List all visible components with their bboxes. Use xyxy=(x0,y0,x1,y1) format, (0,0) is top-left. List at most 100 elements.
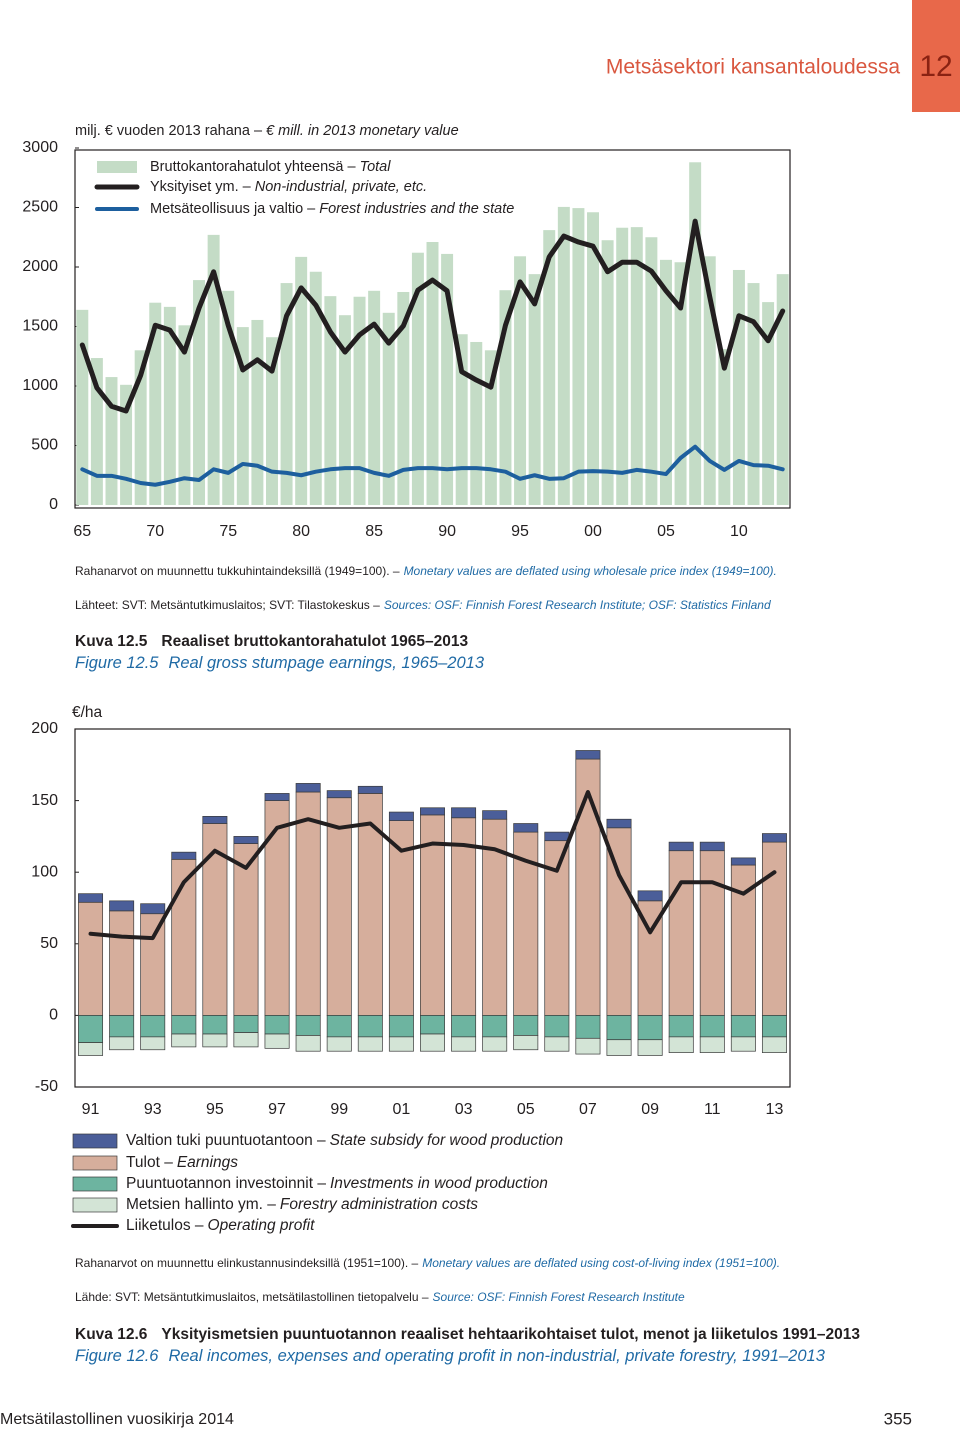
caption-fi: Kuva 12.6 Yksityismetsien puuntuotannon r… xyxy=(75,1326,860,1343)
bar-segment xyxy=(295,256,308,505)
y-tick-label: 2500 xyxy=(22,199,58,216)
x-tick-label: 90 xyxy=(438,523,456,540)
bar-segment xyxy=(295,791,321,1016)
bar-segment xyxy=(630,227,643,505)
x-tick-label: 95 xyxy=(206,1101,224,1118)
bar-segment xyxy=(699,841,725,852)
bar-segment xyxy=(202,1015,228,1035)
x-tick-label: 75 xyxy=(219,523,237,540)
bar-segment xyxy=(233,836,259,844)
y-tick-label: 0 xyxy=(49,1007,58,1024)
x-tick-label: 70 xyxy=(146,523,164,540)
bar-segment xyxy=(601,240,614,505)
bar-segment xyxy=(455,334,468,505)
caption-title: Yksityismetsien puuntuotannon reaaliset … xyxy=(161,1326,860,1343)
bar-segment xyxy=(703,256,716,505)
bar-segment xyxy=(264,1015,290,1035)
legend-entry: Puuntuotannon investoinnit – Investments … xyxy=(126,1175,548,1192)
bar-segment xyxy=(668,1015,694,1038)
bar-segment xyxy=(202,1033,228,1048)
legend-name: Liiketulos – xyxy=(126,1217,204,1234)
legend-entry: Yksityiset ym. – Non-industrial, private,… xyxy=(150,179,427,195)
x-tick-label: 00 xyxy=(584,523,602,540)
x-tick-label: 01 xyxy=(393,1101,411,1118)
bar-segment xyxy=(761,841,787,1016)
x-tick-label: 97 xyxy=(268,1101,286,1118)
bar-segment xyxy=(451,817,477,1016)
bar-segment xyxy=(382,312,395,505)
chapter-number: 12 xyxy=(919,50,952,83)
bar-segment xyxy=(572,208,585,505)
bar-segment xyxy=(388,820,414,1016)
bar-segment xyxy=(178,325,191,505)
bar-segment xyxy=(544,831,570,842)
caption-label: Figure 12.5 xyxy=(75,654,159,672)
bar-segment xyxy=(543,230,556,506)
bar-segment xyxy=(544,1015,570,1038)
bar-segment xyxy=(451,1036,477,1052)
bar-segment xyxy=(149,302,162,505)
bar-segment xyxy=(222,290,235,505)
legend-swatch xyxy=(97,161,137,173)
legend-name: Yksityiset ym. – xyxy=(150,179,252,195)
legend-swatch xyxy=(72,1197,118,1213)
source-fi: Lähde: SVT: Metsäntutkimuslaitos, metsät… xyxy=(75,1290,429,1304)
bar-segment xyxy=(140,903,166,915)
bar-segment xyxy=(295,1015,321,1036)
y-tick-label: 2000 xyxy=(22,258,58,275)
unit-fi: milj. € vuoden 2013 rahana – xyxy=(75,123,263,139)
x-tick-label: 99 xyxy=(330,1101,348,1118)
bar-segment xyxy=(689,162,702,505)
y-tick-label: 500 xyxy=(31,437,58,454)
legend-name: Bruttokantorahatulot yhteensä – xyxy=(150,159,356,175)
bar-segment xyxy=(171,1033,197,1048)
bar-segment xyxy=(78,901,104,1016)
footer-publication: Metsätilastollinen vuosikirja 2014 xyxy=(0,1411,234,1428)
bar-segment xyxy=(109,1036,135,1051)
bar-segment xyxy=(732,269,745,505)
bar-segment xyxy=(513,1015,539,1036)
legend-name-en: Investments in wood production xyxy=(330,1175,548,1192)
bar-segment xyxy=(514,256,527,505)
legend-name-en: Operating profit xyxy=(208,1217,316,1234)
x-tick-label: 95 xyxy=(511,523,529,540)
bar-segment xyxy=(668,850,694,1016)
bar-segment xyxy=(761,1015,787,1038)
bar-segment xyxy=(357,1036,383,1052)
bar-segment xyxy=(78,1015,104,1043)
bar-segment xyxy=(326,790,352,799)
bar-segment xyxy=(616,227,629,506)
bar-segment xyxy=(587,212,599,505)
bar-segment xyxy=(441,253,454,505)
bar-segment xyxy=(575,1037,601,1055)
caption-label: Kuva 12.5 xyxy=(75,633,148,650)
y-axis-unit: milj. € vuoden 2013 rahana – € mill. in 2… xyxy=(75,123,459,139)
caption-fi: Kuva 12.5 Reaaliset bruttokantorahatulot … xyxy=(75,633,468,650)
bar-segment xyxy=(575,1015,601,1039)
y-tick-label: 100 xyxy=(31,863,58,880)
bar-segment xyxy=(544,1036,570,1052)
x-tick-label: 93 xyxy=(144,1101,162,1118)
bar-segment xyxy=(761,1036,787,1053)
bar-segment xyxy=(513,1035,539,1051)
bar-segment xyxy=(637,890,663,902)
legend-entry: Valtion tuki puuntuotantoon – State subsi… xyxy=(126,1132,563,1149)
bar-segment xyxy=(668,1036,694,1053)
bar-segment xyxy=(78,1042,104,1056)
bar-segment xyxy=(606,1015,632,1041)
bar-segment xyxy=(388,811,414,821)
caption-en: Figure 12.6 Real incomes, expenses and op… xyxy=(75,1347,826,1365)
section-title: Metsäsektori kansantaloudessa xyxy=(606,56,900,79)
bar-segment xyxy=(411,252,424,505)
bar-segment xyxy=(557,206,570,505)
bar-segment xyxy=(699,1036,725,1053)
bar-segment xyxy=(718,349,731,505)
line-series xyxy=(88,790,777,941)
note: Rahanarvot on muunnettu tukkuhintaindeks… xyxy=(75,564,777,578)
caption-label: Kuva 12.6 xyxy=(75,1326,148,1343)
legend-name-en: Forestry administration costs xyxy=(280,1196,478,1213)
caption-label: Figure 12.6 xyxy=(75,1347,159,1365)
bar-segment xyxy=(388,1015,414,1038)
bar-segment xyxy=(761,833,787,843)
